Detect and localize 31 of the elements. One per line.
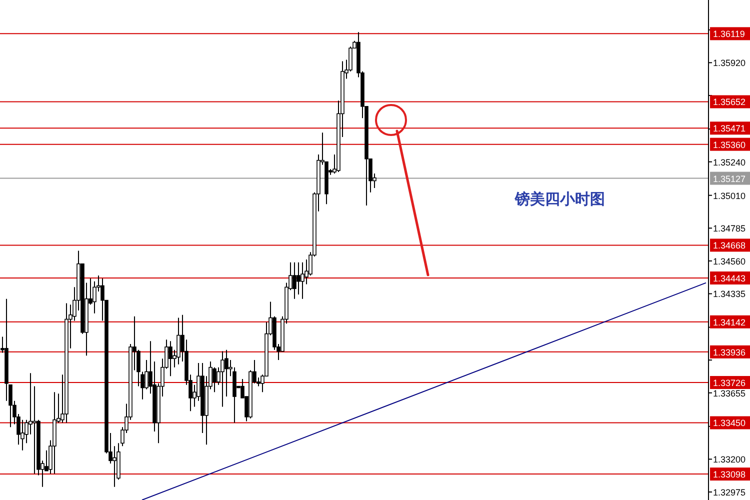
- ref-line-label: 1.35652: [713, 97, 746, 108]
- candlestick: [296, 262, 300, 295]
- y-tick-label: 1.34560: [713, 256, 746, 266]
- y-tick-label: 1.34785: [713, 224, 746, 234]
- candlestick: [292, 262, 296, 300]
- candlestick: [300, 262, 304, 300]
- y-tick-label: 1.35920: [713, 58, 746, 68]
- ref-line-label: 1.34443: [713, 273, 746, 284]
- ref-line-label: 1.33450: [713, 418, 746, 428]
- y-tick-label: 1.34335: [713, 289, 746, 300]
- candlestick: [32, 386, 36, 474]
- ref-line-label: 1.33936: [713, 347, 746, 358]
- ref-line-label: 1.35127: [713, 174, 746, 184]
- candlestick: [176, 317, 180, 365]
- y-tick-label: 1.32975: [713, 487, 746, 498]
- ref-line-label: 1.33098: [713, 470, 746, 480]
- candlestick: [112, 446, 116, 488]
- y-tick-label: 1.35010: [713, 190, 746, 201]
- y-tick-label: 1.35240: [713, 157, 746, 168]
- ref-line-label: 1.36119: [713, 29, 745, 40]
- ref-line-label: 1.33726: [713, 378, 746, 388]
- ref-line-label: 1.35360: [713, 140, 746, 150]
- ref-line-label: 1.34668: [713, 240, 746, 251]
- ref-line-label: 1.35471: [713, 124, 746, 134]
- candlestick: [220, 350, 224, 408]
- candlestick: [168, 340, 172, 377]
- annotation: 镑美四小时图: [514, 190, 605, 208]
- ref-line-label: 1.34142: [713, 317, 746, 328]
- y-tick-label: 1.33655: [713, 388, 746, 398]
- y-tick-label: 1.33200: [713, 454, 746, 465]
- candlestick: [212, 366, 216, 393]
